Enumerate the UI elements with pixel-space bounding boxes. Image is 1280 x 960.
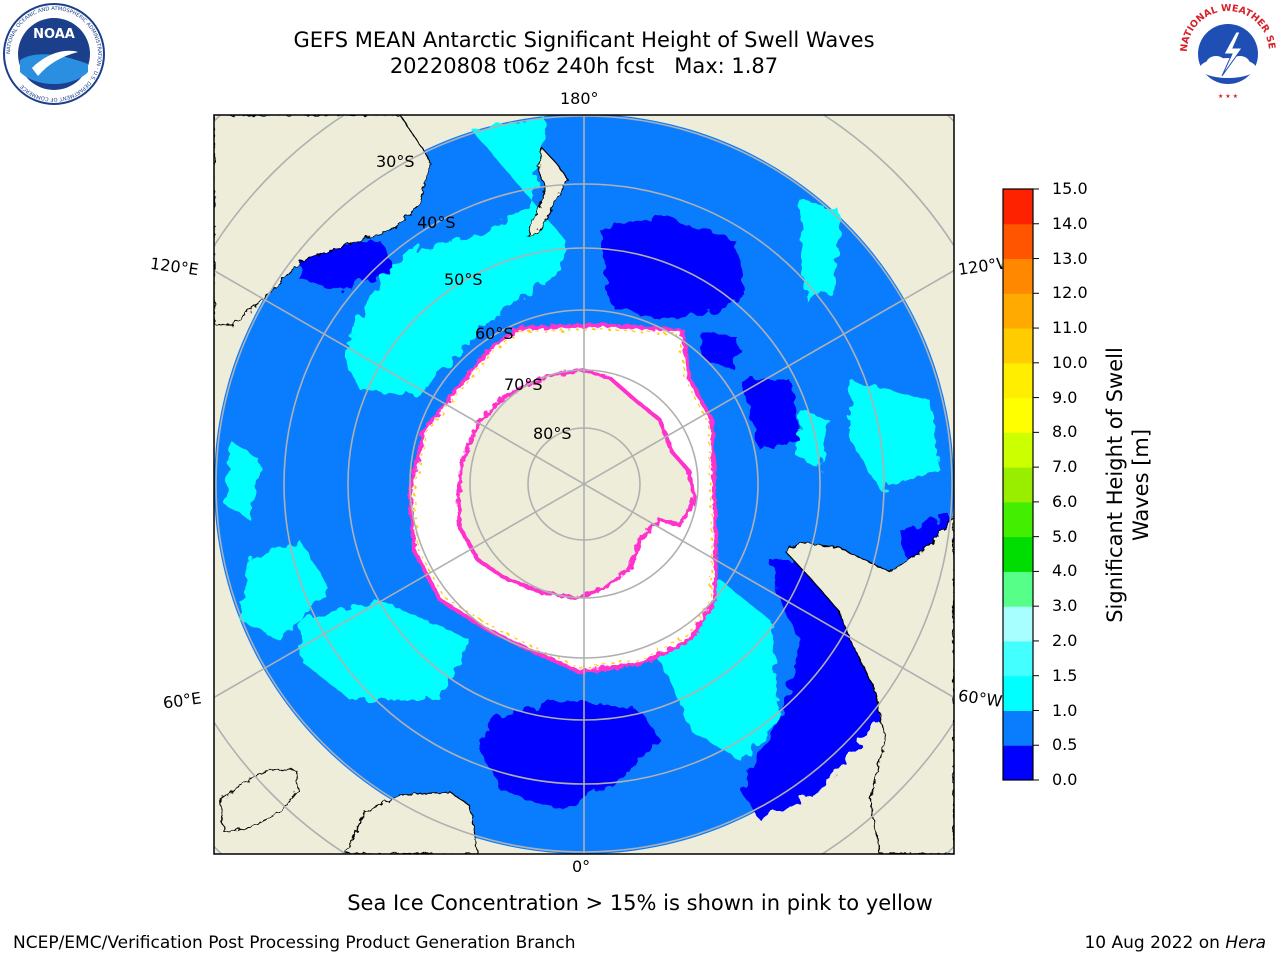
colorbar-swatch [1003,189,1033,225]
colorbar-tick-label: 7.0 [1052,457,1078,477]
colorbar-swatch [1003,328,1033,364]
colorbar-label: Significant Height of Swell Waves [m] [1103,347,1153,623]
lon-label-180: 180° [560,89,599,108]
footer-credit: NCEP/EMC/Verification Post Processing Pr… [13,933,576,953]
colorbar-tick-label: 0.0 [1052,770,1078,789]
lat-label-50s: 50°S [444,270,483,289]
colorbar-tick-label: 6.0 [1052,491,1078,511]
footer-date: 10 Aug 2022 on Hera [1084,933,1266,953]
colorbar-tick-label: 1.5 [1052,665,1078,685]
svg-text:★ ★ ★: ★ ★ ★ [1218,93,1238,100]
colorbar-tick-label: 15.0 [1052,179,1088,198]
colorbar-swatch [1003,397,1033,433]
noaa-logo-text: NOAA [33,27,75,42]
colorbar-swatch [1003,571,1033,607]
colorbar-tick-label: 2.0 [1052,630,1078,650]
colorbar-frame [1002,188,1034,781]
colorbar-tick-label: 8.0 [1052,422,1078,442]
colorbar-swatch [1003,710,1033,746]
colorbar-swatch [1003,467,1033,503]
continents [214,115,954,854]
footer-date-text: 10 Aug 2022 on [1084,933,1226,953]
lon-label-0: 0° [572,857,591,876]
lat-label-40s: 40°S [417,213,456,232]
colorbar-tick-label: 5.0 [1052,526,1078,546]
swell-band-1p0-1p5m [225,118,940,760]
graticule [214,115,954,854]
colorbar-tick-label: 11.0 [1052,318,1088,338]
colorbar [1003,188,1039,781]
colorbar-swatch [1003,640,1033,677]
colorbar-swatch [1003,432,1033,468]
colorbar-tick-label: 9.0 [1052,387,1078,407]
map-frame [213,114,955,855]
sea-ice-note: Sea Ice Concentration > 15% is shown in … [347,891,933,915]
lat-label-80s: 80°S [533,424,572,443]
colorbar-tick-label: 10.0 [1052,352,1088,372]
colorbar-tick-label: 13.0 [1052,248,1088,268]
lat-label-30s: 30°S [376,152,415,171]
colorbar-swatch [1003,606,1033,642]
chart-subtitle: 20220808 t06z 240h fcst Max: 1.87 [389,54,779,78]
nws-logo: NATIONAL WEATHER SERVICE ★ ★ ★ [1178,2,1277,100]
colorbar-tick-label: 12.0 [1052,283,1088,303]
noaa-logo: NATIONAL OCEANIC AND ATMOSPHERIC ADMINIS… [3,3,105,105]
footer-host: Hera [1225,933,1266,953]
lat-label-70s: 70°S [504,375,543,394]
colorbar-swatch [1003,293,1033,329]
colorbar-tick-label: 4.0 [1052,561,1078,581]
chart-title: GEFS MEAN Antarctic Significant Height o… [293,28,875,52]
colorbar-swatch [1003,501,1033,538]
colorbar-swatch [1003,362,1033,399]
colorbar-tick-label: 0.5 [1052,735,1078,755]
colorbar-tick-label: 1.0 [1052,700,1078,720]
ice-edge-yellow [413,328,713,669]
colorbar-swatch [1003,675,1033,711]
colorbar-swatch [1003,223,1033,260]
colorbar-tick-label: 14.0 [1052,213,1088,233]
colorbar-tick-label: 3.0 [1052,596,1078,616]
colorbar-swatch [1003,536,1033,572]
colorbar-swatch [1003,745,1033,781]
lat-label-60s: 60°S [475,324,514,343]
sea-ice-zone [407,322,719,675]
colorbar-swatch [1003,258,1033,294]
